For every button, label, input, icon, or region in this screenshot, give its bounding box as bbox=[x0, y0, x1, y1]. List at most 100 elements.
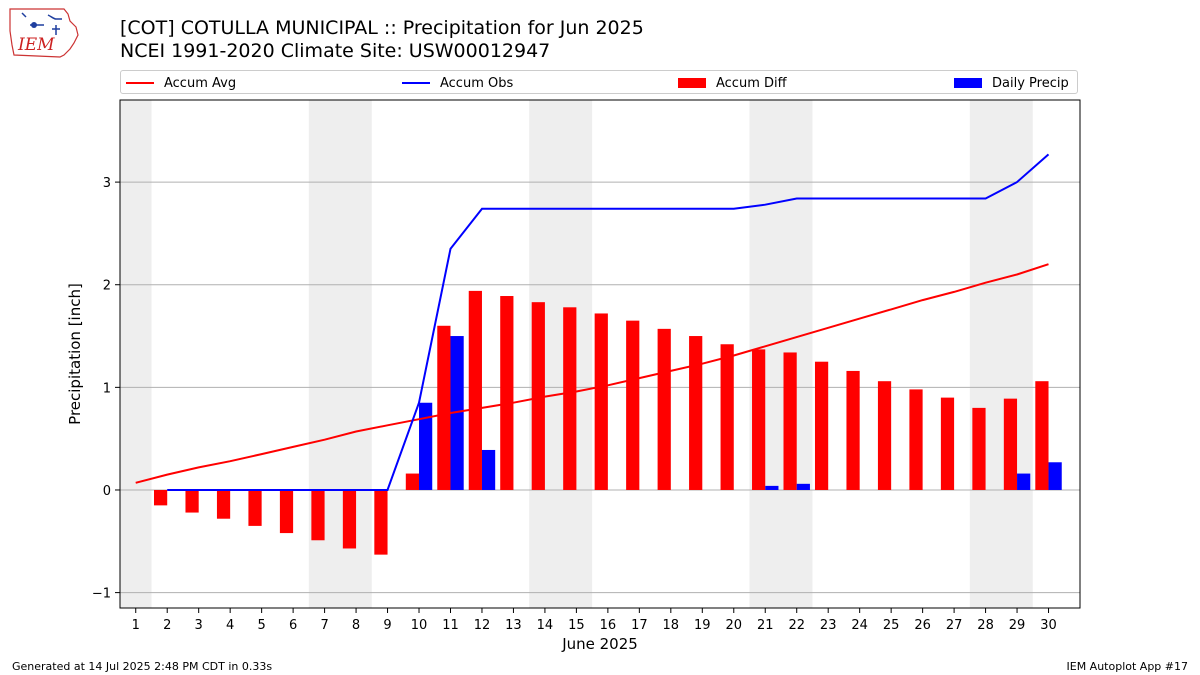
plot-frame bbox=[119, 99, 1081, 609]
accum-diff-bar bbox=[814, 361, 829, 490]
x-tick-label: 1 bbox=[132, 618, 140, 633]
x-tick-label: 25 bbox=[883, 618, 900, 633]
accum-diff-bar bbox=[500, 296, 514, 490]
legend-label-accum-obs: Accum Obs bbox=[440, 75, 514, 91]
daily-precip-bar bbox=[419, 402, 433, 490]
weekend-band bbox=[969, 100, 1033, 608]
y-tick-label: 0 bbox=[103, 484, 111, 499]
legend: Accum Avg Accum Obs Accum Diff Daily Pre… bbox=[120, 70, 1078, 94]
y-tick-label: 1 bbox=[103, 381, 111, 396]
generated-timestamp: Generated at 14 Jul 2025 2:48 PM CDT in … bbox=[12, 660, 273, 673]
x-tick-label: 4 bbox=[226, 618, 234, 633]
accum-diff-bar bbox=[846, 370, 860, 490]
daily-precip-bar bbox=[765, 485, 779, 490]
y-tick-label: 3 bbox=[103, 176, 111, 191]
accum-diff-bar bbox=[437, 325, 451, 490]
x-tick-label: 27 bbox=[946, 618, 963, 633]
accum-diff-bar bbox=[248, 489, 262, 526]
daily-precip-bar bbox=[481, 449, 496, 490]
x-tick-label: 10 bbox=[411, 618, 428, 633]
app-label: IEM Autoplot App #17 bbox=[1066, 660, 1189, 673]
legend-item-accum-obs: Accum Obs bbox=[402, 73, 513, 93]
legend-label-daily-precip: Daily Precip bbox=[992, 75, 1069, 91]
x-tick-label: 12 bbox=[474, 618, 491, 633]
x-tick-label: 14 bbox=[537, 618, 554, 633]
x-tick-label: 8 bbox=[352, 618, 360, 633]
x-tick-label: 21 bbox=[757, 618, 774, 633]
legend-swatch-accum-obs bbox=[402, 82, 430, 84]
x-tick-label: 19 bbox=[694, 618, 711, 633]
x-tick-label: 17 bbox=[631, 618, 648, 633]
accum-diff-bar bbox=[972, 407, 986, 490]
chart-title: [COT] COTULLA MUNICIPAL :: Precipitation… bbox=[120, 17, 644, 39]
x-tick-label: 20 bbox=[725, 618, 742, 633]
legend-swatch-daily-precip bbox=[954, 78, 982, 88]
accum-diff-bar bbox=[153, 489, 168, 506]
daily-precip-bar bbox=[1048, 462, 1062, 490]
x-tick-label: 5 bbox=[257, 618, 265, 633]
logo-cloud-icon bbox=[31, 22, 37, 28]
accum-diff-bar bbox=[909, 389, 923, 490]
x-axis-label: June 2025 bbox=[561, 635, 638, 653]
x-tick-label: 3 bbox=[195, 618, 203, 633]
x-tick-label: 13 bbox=[505, 618, 522, 633]
logo-text: IEM bbox=[17, 35, 55, 55]
daily-precip-bar bbox=[1017, 473, 1031, 490]
accum-diff-bar bbox=[1003, 398, 1018, 490]
accum-diff-bar bbox=[594, 313, 608, 490]
iowa-outline bbox=[9, 8, 79, 58]
accum-diff-bar bbox=[940, 397, 955, 490]
accum-diff-bar bbox=[877, 381, 892, 490]
accum-diff-bar bbox=[720, 344, 734, 490]
accum-diff-bar bbox=[216, 489, 231, 519]
chart-subtitle: NCEI 1991-2020 Climate Site: USW00012947 bbox=[120, 40, 551, 62]
accum-diff-bar bbox=[689, 336, 703, 490]
legend-item-accum-avg: Accum Avg bbox=[126, 73, 236, 93]
accum-avg-line bbox=[135, 263, 1049, 484]
weekend-bands bbox=[120, 100, 1033, 608]
accum-diff-bar bbox=[783, 352, 797, 490]
x-tick-label: 29 bbox=[1009, 618, 1026, 633]
accum-diff-bar bbox=[342, 489, 357, 549]
y-axis-label: Precipitation [inch] bbox=[66, 283, 84, 425]
y-tick-label: −1 bbox=[92, 587, 111, 602]
x-tick-label: 6 bbox=[289, 618, 297, 633]
weekend-band bbox=[120, 100, 152, 608]
legend-label-accum-diff: Accum Diff bbox=[716, 75, 787, 91]
x-tick-label: 30 bbox=[1040, 618, 1057, 633]
x-tick-label: 7 bbox=[320, 618, 328, 633]
daily-precip-bar bbox=[450, 336, 464, 490]
x-tick-label: 28 bbox=[977, 618, 994, 633]
x-tick-label: 11 bbox=[442, 618, 459, 633]
y-tick-label: 2 bbox=[103, 279, 111, 294]
legend-swatch-accum-avg bbox=[126, 82, 154, 84]
accum-diff-bar bbox=[531, 302, 545, 490]
bars bbox=[153, 290, 1062, 555]
x-tick-label: 23 bbox=[820, 618, 837, 633]
x-tick-label: 9 bbox=[383, 618, 391, 633]
accum-diff-bar bbox=[311, 489, 325, 541]
accum-obs-line bbox=[167, 153, 1050, 491]
x-tick-label: 16 bbox=[600, 618, 617, 633]
accum-diff-bar bbox=[405, 473, 420, 490]
iem-logo: IEM bbox=[9, 8, 79, 58]
legend-item-daily-precip: Daily Precip bbox=[954, 73, 1069, 93]
x-tick-label: 15 bbox=[568, 618, 585, 633]
accum-diff-bar bbox=[626, 320, 640, 490]
x-tick-label: 22 bbox=[788, 618, 805, 633]
accum-diff-bar bbox=[563, 307, 577, 490]
x-tick-label: 24 bbox=[851, 618, 868, 633]
x-tick-label: 2 bbox=[163, 618, 171, 633]
x-tick-label: 18 bbox=[663, 618, 680, 633]
accum-diff-bar bbox=[752, 349, 766, 490]
accum-diff-bar bbox=[468, 290, 482, 490]
accum-diff-bar bbox=[374, 489, 388, 555]
accum-diff-bar bbox=[279, 489, 294, 534]
accum-diff-bar bbox=[1035, 381, 1049, 490]
legend-swatch-accum-diff bbox=[678, 78, 706, 88]
x-tick-label: 26 bbox=[914, 618, 931, 633]
series-lines bbox=[135, 153, 1050, 491]
legend-item-accum-diff: Accum Diff bbox=[678, 73, 787, 93]
